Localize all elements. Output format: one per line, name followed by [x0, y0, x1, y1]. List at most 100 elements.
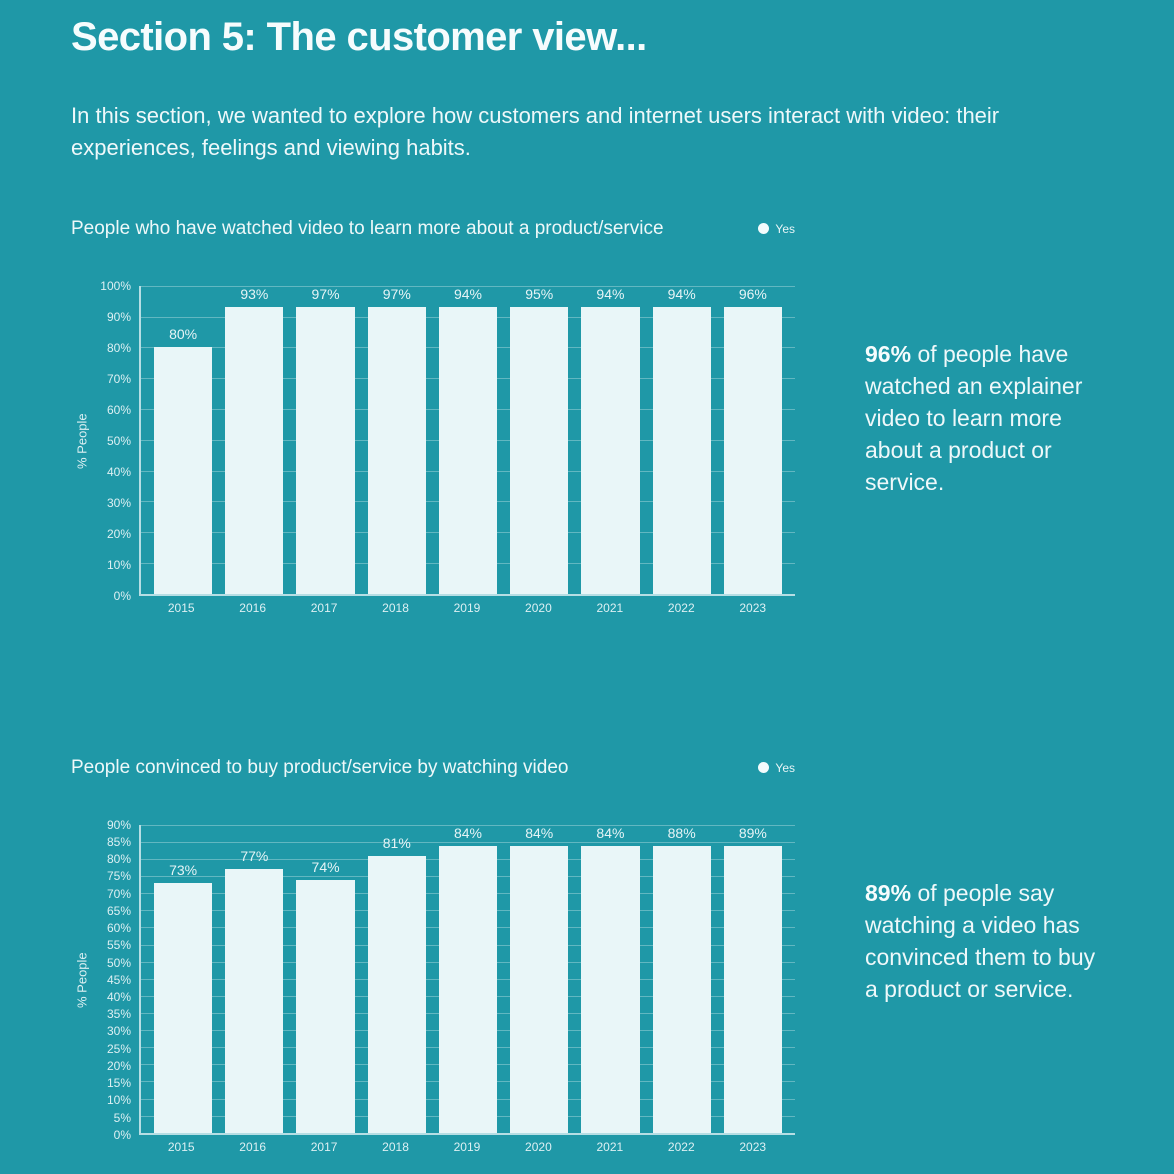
y-tick-label: 75% [106, 869, 131, 884]
y-tick-label: 50% [106, 955, 131, 970]
bar-2023 [723, 845, 782, 1133]
bar-value-label: 84% [525, 824, 554, 841]
y-tick-label: 50% [106, 433, 131, 448]
y-tick-label: 15% [106, 1076, 131, 1091]
bar-slot: 80% [154, 286, 213, 594]
y-axis-title: % People [74, 412, 90, 469]
x-tick-label: 2020 [525, 1139, 552, 1154]
bar-2016 [225, 307, 284, 594]
y-tick-label: 45% [106, 972, 131, 987]
chart-section-learn-more: People who have watched video to learn m… [71, 218, 1174, 615]
y-tick-label: 30% [106, 495, 131, 510]
bar-value-label: 94% [667, 285, 696, 302]
bar-2015 [154, 347, 213, 594]
bar-2017 [296, 879, 355, 1133]
chart-header: People who have watched video to learn m… [71, 218, 795, 240]
y-tick-label: 100% [100, 278, 131, 293]
bar-2023 [723, 306, 782, 594]
x-tick-label: 2021 [596, 1139, 624, 1154]
x-tick-label: 2015 [167, 1139, 195, 1154]
y-tick-label: 20% [106, 526, 131, 541]
legend-dot-icon [758, 223, 770, 235]
bar-value-label: 97% [382, 285, 411, 302]
bar-2021 [581, 845, 640, 1133]
y-tick-label: 10% [106, 1093, 131, 1108]
x-tick-label: 2017 [310, 600, 338, 615]
bar-value-label: 74% [311, 858, 340, 875]
bar-2018 [367, 855, 426, 1133]
y-tick-label: 30% [106, 1024, 131, 1039]
stat-highlight: 96% [865, 340, 912, 367]
x-tick-label: 2016 [239, 1139, 266, 1154]
y-axis-title: % People [74, 951, 90, 1008]
bar-value-label: 84% [453, 824, 482, 841]
page-title: Section 5: The customer view... [71, 15, 647, 59]
chart-area: % People 0% 5% 10% 15% 20% 25% 30% 35% 40% 45% 50%… [71, 818, 795, 1154]
bars-container: 73% 77% 74% 81% 84% 84% 84% 88% 89% [141, 825, 795, 1133]
bar-value-label: 94% [453, 285, 482, 302]
bar-slot: 97% [367, 285, 426, 594]
chart-section-convinced-to-buy: People convinced to buy product/service … [71, 757, 1174, 1154]
bar-2022 [652, 306, 711, 594]
bar-slot: 73% [154, 825, 213, 1133]
bar-slot: 74% [296, 825, 355, 1133]
y-tick-label: 70% [106, 886, 131, 901]
stat-text: of people say watching a video has convi… [865, 879, 1096, 1002]
y-tick-label: 90% [106, 817, 131, 832]
bar-value-label: 93% [240, 286, 269, 303]
legend-label: Yes [775, 221, 795, 236]
bar-value-label: 89% [738, 824, 767, 841]
y-tick-label: 10% [106, 557, 131, 572]
y-tick-label: 70% [106, 371, 131, 386]
y-tick-label: 55% [106, 938, 131, 953]
y-tick-label: 60% [106, 402, 131, 417]
bar-slot: 81% [367, 825, 426, 1133]
bar-slot: 77% [225, 825, 284, 1133]
x-tick-label: 2016 [239, 600, 266, 615]
bar-chart: People who have watched video to learn m… [71, 218, 795, 615]
y-axis-ticks: 0% 10% 20% 30% 40% 50% 60% 70% 80% 90% 100% [93, 279, 139, 603]
bar-value-label: 94% [596, 285, 625, 302]
bar-slot: 89% [723, 824, 782, 1133]
bar-slot: 84% [581, 825, 640, 1133]
bar-value-label: 73% [169, 861, 198, 878]
bar-2015 [154, 882, 213, 1133]
x-tick-label: 2023 [739, 1139, 767, 1154]
bar-2016 [225, 869, 284, 1133]
legend-label: Yes [775, 760, 795, 775]
bar-slot: 88% [652, 824, 711, 1133]
bar-2017 [296, 306, 355, 594]
y-tick-label: 40% [106, 464, 131, 479]
bar-value-label: 95% [525, 285, 554, 302]
chart-legend: Yes [758, 222, 795, 236]
y-tick-label: 40% [106, 990, 131, 1005]
x-tick-label: 2022 [667, 600, 695, 615]
y-tick-label: 25% [106, 1041, 131, 1056]
stat-callout: 96% of people have watched an explainer … [865, 218, 1113, 498]
bar-value-label: 77% [240, 848, 269, 865]
bar-slot: 93% [225, 286, 284, 594]
chart-legend: Yes [758, 761, 795, 775]
x-axis-ticks: 2015 2016 2017 2018 2019 2020 2021 2022 2023 [139, 1140, 795, 1154]
bar-slot: 94% [652, 285, 711, 594]
bars-container: 80% 93% 97% 97% 94% 95% 94% 94% 96% [141, 286, 795, 594]
bar-value-label: 96% [738, 285, 767, 302]
x-tick-label: 2018 [382, 1139, 409, 1154]
bar-value-label: 81% [382, 834, 411, 851]
y-tick-label: 0% [113, 1127, 131, 1142]
x-tick-label: 2023 [739, 600, 767, 615]
bar-chart: People convinced to buy product/service … [71, 757, 795, 1154]
bar-2020 [510, 306, 569, 594]
bar-2018 [367, 306, 426, 594]
bar-slot: 97% [296, 286, 355, 594]
y-tick-label: 85% [106, 835, 131, 850]
x-tick-label: 2021 [596, 600, 624, 615]
stat-highlight: 89% [865, 879, 912, 906]
x-tick-label: 2018 [382, 600, 409, 615]
x-tick-label: 2020 [525, 600, 552, 615]
bar-slot: 94% [438, 285, 498, 594]
intro-text: In this section, we wanted to explore ho… [71, 103, 1000, 160]
bar-value-label: 88% [667, 824, 696, 841]
bar-2019 [438, 845, 498, 1133]
